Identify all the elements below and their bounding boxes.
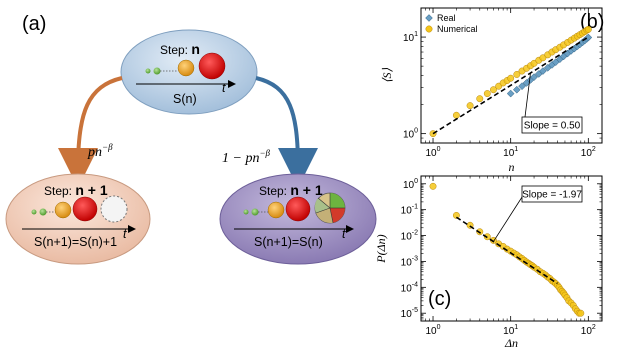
legend-marker-real (425, 14, 433, 22)
right-step-label: Step: n + 1 (259, 182, 323, 198)
right-small-dot-1 (243, 209, 249, 215)
plot-area (429, 25, 593, 138)
data-point (452, 211, 460, 219)
chart-c: 100 101 102 100 10-1 10-2 10-3 10-4 10-5 Δn P(Δn) (… (374, 175, 603, 349)
data-point (584, 25, 592, 33)
y-tick-label: 10-5 (401, 307, 418, 320)
y-tick-label: 10-3 (401, 255, 418, 268)
left-step-label: Step: n + 1 (44, 182, 108, 198)
data-point (429, 182, 437, 190)
left-orange-ball (54, 201, 72, 219)
data-point (513, 71, 521, 78)
y-axis-label: P(Δn) (374, 234, 388, 263)
data-point (577, 309, 585, 317)
fit-line (432, 36, 589, 135)
data-point-real (518, 82, 526, 91)
data-point (483, 90, 491, 98)
right-state: Step: n + 1 t S(n+1)=S(n) (219, 173, 377, 265)
slope-annotation: Slope = -1.97 (522, 190, 582, 201)
panel-a-label: (a) (22, 13, 46, 35)
right-probability: 1 − pn−β (222, 148, 271, 166)
right-equation: S(n+1)=S(n) (254, 235, 323, 249)
x-tick-label: 100 (426, 146, 441, 159)
top-equation: S(n) (173, 92, 197, 106)
x-tick-label: 101 (503, 146, 518, 159)
data-point (466, 102, 474, 110)
data-point (476, 95, 484, 103)
annotation-box (521, 185, 583, 203)
top-step-label: Step: n (160, 41, 200, 57)
left-t-label: t (123, 227, 127, 241)
top-small-dot-2 (153, 67, 161, 75)
data-point (452, 111, 460, 119)
left-new-ball (100, 195, 128, 223)
plot-area (429, 182, 585, 317)
x-tick-label: 101 (503, 324, 518, 337)
right-t-label: t (342, 227, 346, 241)
data-point (490, 86, 497, 94)
right-red-ball (285, 196, 311, 222)
top-t-label: t (222, 81, 226, 95)
x-tick-label: 102 (581, 146, 596, 159)
right-small-dot-2 (251, 208, 259, 216)
data-point-real (512, 85, 521, 94)
x-axis-label: Δn (504, 336, 518, 349)
legend-label: Real (437, 13, 456, 23)
annotation-box (521, 116, 583, 134)
left-red-ball (72, 196, 98, 222)
y-tick-label: 10-2 (401, 230, 418, 243)
right-orange-ball (267, 201, 285, 219)
y-tick-label: 100 (403, 128, 418, 141)
data-point-real (584, 33, 593, 42)
fit-line (455, 216, 558, 285)
data-point-real (506, 89, 515, 98)
panel-a: (a) Step: n t S(n) pn−β 1 − pn−β Step: n… (5, 13, 377, 265)
x-tick-label: 100 (426, 324, 441, 337)
top-small-dot-1 (145, 68, 151, 74)
left-equation: S(n+1)=S(n)+1 (34, 235, 117, 249)
legend-label: Numerical (437, 24, 478, 34)
data-point-real (539, 67, 547, 75)
annotation-leader (523, 72, 531, 126)
top-state: Step: n t S(n) (120, 29, 258, 115)
x-axis-label: n (509, 160, 515, 174)
right-transition-arrow (255, 76, 318, 188)
left-state: Step: n + 1 t S(n+1)=S(n)+1 (5, 173, 151, 265)
legend-marker-numerical (425, 25, 433, 33)
y-tick-label: 10-4 (401, 281, 418, 294)
panel-label: (c) (428, 288, 451, 310)
x-tick-label: 102 (581, 324, 596, 337)
annotation-leader (493, 193, 525, 242)
slope-annotation: Slope = 0.50 (524, 121, 581, 132)
y-tick-label: 101 (403, 31, 418, 44)
data-point (507, 74, 515, 82)
y-tick-label: 10-1 (401, 204, 418, 217)
data-point-real (530, 73, 538, 81)
left-transition-arrow (58, 76, 123, 188)
y-tick-label: 100 (403, 178, 418, 191)
y-axis-label: ⟨S⟩ (380, 68, 394, 84)
top-orange-ball (177, 59, 195, 77)
left-probability: pn−β (87, 142, 113, 160)
left-small-dot-2 (39, 208, 47, 216)
right-pie-ball (314, 192, 346, 224)
top-red-ball (198, 52, 226, 80)
left-small-dot-1 (31, 209, 37, 215)
